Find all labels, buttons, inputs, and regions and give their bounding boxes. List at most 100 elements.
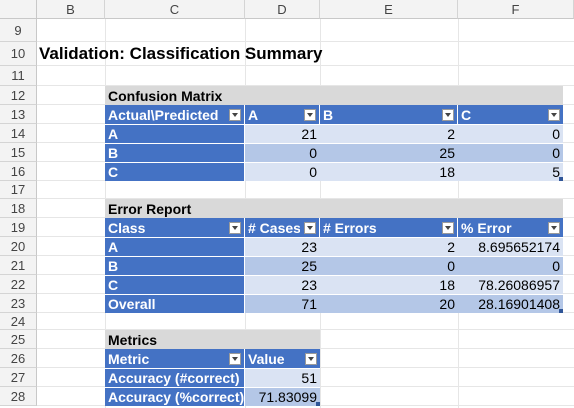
error-header-cases[interactable]: # Cases xyxy=(245,218,320,237)
error-row-label[interactable]: C xyxy=(105,275,245,294)
metrics-header-metric[interactable]: Metric xyxy=(105,349,245,368)
metrics-cell[interactable]: 71.83099 xyxy=(245,387,320,406)
row-header[interactable]: 12 xyxy=(0,86,37,105)
dropdown-filter-icon[interactable] xyxy=(548,221,560,234)
header-label: A xyxy=(248,106,259,123)
error-row-label[interactable]: Overall xyxy=(105,294,245,313)
gridline xyxy=(37,65,574,66)
error-cell[interactable]: 28.16901408 xyxy=(458,294,563,313)
dropdown-filter-icon[interactable] xyxy=(304,221,316,234)
row-header[interactable]: 13 xyxy=(0,105,37,124)
table-resize-handle[interactable] xyxy=(559,309,563,313)
confusion-cell[interactable]: 0 xyxy=(458,143,563,162)
error-cell[interactable]: 2 xyxy=(320,237,458,256)
row-header[interactable]: 23 xyxy=(0,294,37,313)
gridline xyxy=(37,85,574,86)
row-header[interactable]: 11 xyxy=(0,66,37,86)
gridline xyxy=(37,198,574,199)
confusion-cell[interactable]: 21 xyxy=(245,124,320,143)
error-header-errors[interactable]: # Errors xyxy=(320,218,458,237)
column-header-b[interactable]: B xyxy=(37,0,105,19)
dropdown-filter-icon[interactable] xyxy=(229,352,241,365)
error-row-label[interactable]: B xyxy=(105,256,245,275)
table-resize-handle[interactable] xyxy=(316,402,320,406)
confusion-cell[interactable]: 18 xyxy=(320,162,458,181)
dropdown-filter-icon[interactable] xyxy=(229,221,241,234)
header-label: C xyxy=(461,106,472,123)
confusion-cell[interactable]: 0 xyxy=(245,162,320,181)
row-header[interactable]: 27 xyxy=(0,368,37,387)
row-header[interactable]: 14 xyxy=(0,124,37,143)
header-label: Actual\Predicted xyxy=(108,106,219,123)
header-label: % Error xyxy=(461,219,512,236)
dropdown-filter-icon[interactable] xyxy=(442,108,454,121)
gridline xyxy=(37,329,574,330)
error-cell[interactable]: 23 xyxy=(245,275,320,294)
header-label: B xyxy=(323,106,334,123)
row-header[interactable]: 24 xyxy=(0,313,37,330)
metrics-row-label[interactable]: Accuracy (#correct) xyxy=(105,368,245,387)
header-label: Metric xyxy=(108,350,150,367)
table-resize-handle[interactable] xyxy=(559,177,563,181)
dropdown-filter-icon[interactable] xyxy=(548,108,560,121)
column-header-f[interactable]: F xyxy=(458,0,574,19)
header-label: # Cases xyxy=(248,219,300,236)
error-row-label[interactable]: A xyxy=(105,237,245,256)
dropdown-filter-icon[interactable] xyxy=(304,108,316,121)
error-cell[interactable]: 25 xyxy=(245,256,320,275)
error-cell[interactable]: 71 xyxy=(245,294,320,313)
error-header-class[interactable]: Class xyxy=(105,218,245,237)
confusion-header-c[interactable]: C xyxy=(458,105,563,124)
dropdown-filter-icon[interactable] xyxy=(442,221,454,234)
confusion-row-label[interactable]: A xyxy=(105,124,245,143)
confusion-header-a[interactable]: A xyxy=(245,105,320,124)
row-header[interactable]: 28 xyxy=(0,387,37,406)
header-label: Class xyxy=(108,219,146,236)
select-all-corner[interactable] xyxy=(0,0,37,19)
confusion-cell[interactable]: 2 xyxy=(320,124,458,143)
gridline xyxy=(37,41,574,42)
error-report-title[interactable]: Error Report xyxy=(105,199,563,218)
row-header[interactable]: 19 xyxy=(0,218,37,237)
error-cell[interactable]: 0 xyxy=(458,256,563,275)
row-header[interactable]: 21 xyxy=(0,256,37,275)
row-header[interactable]: 17 xyxy=(0,181,37,199)
metrics-header-value[interactable]: Value xyxy=(245,349,320,368)
row-header[interactable]: 9 xyxy=(0,19,37,42)
error-cell[interactable]: 23 xyxy=(245,237,320,256)
metrics-cell[interactable]: 51 xyxy=(245,368,320,387)
row-header[interactable]: 22 xyxy=(0,275,37,294)
confusion-row-label[interactable]: B xyxy=(105,143,245,162)
error-header-percent[interactable]: % Error xyxy=(458,218,563,237)
error-cell[interactable]: 8.695652174 xyxy=(458,237,563,256)
row-header[interactable]: 16 xyxy=(0,162,37,181)
column-header-c[interactable]: C xyxy=(105,0,245,19)
row-header[interactable]: 10 xyxy=(0,42,37,66)
dropdown-filter-icon[interactable] xyxy=(305,352,317,365)
confusion-cell[interactable]: 25 xyxy=(320,143,458,162)
header-label: Value xyxy=(248,350,285,367)
confusion-cell[interactable]: 0 xyxy=(245,143,320,162)
row-header[interactable]: 25 xyxy=(0,330,37,349)
confusion-row-label[interactable]: C xyxy=(105,162,245,181)
dropdown-filter-icon[interactable] xyxy=(229,108,241,121)
confusion-cell[interactable]: 5 xyxy=(458,162,563,181)
metrics-title[interactable]: Metrics xyxy=(105,330,320,349)
metrics-row-label[interactable]: Accuracy (%correct) xyxy=(105,387,245,406)
sheet-title[interactable]: Validation: Classification Summary xyxy=(39,44,323,63)
row-header[interactable]: 18 xyxy=(0,199,37,218)
column-header-e[interactable]: E xyxy=(320,0,458,19)
row-header[interactable]: 20 xyxy=(0,237,37,256)
confusion-header-actual[interactable]: Actual\Predicted xyxy=(105,105,245,124)
confusion-matrix-title[interactable]: Confusion Matrix xyxy=(105,86,563,105)
error-cell[interactable]: 78.26086957 xyxy=(458,275,563,294)
row-header[interactable]: 26 xyxy=(0,349,37,368)
column-header-d[interactable]: D xyxy=(245,0,320,19)
error-cell[interactable]: 18 xyxy=(320,275,458,294)
error-cell[interactable]: 20 xyxy=(320,294,458,313)
row-header[interactable]: 15 xyxy=(0,143,37,162)
error-cell[interactable]: 0 xyxy=(320,256,458,275)
confusion-header-b[interactable]: B xyxy=(320,105,458,124)
confusion-cell[interactable]: 0 xyxy=(458,124,563,143)
